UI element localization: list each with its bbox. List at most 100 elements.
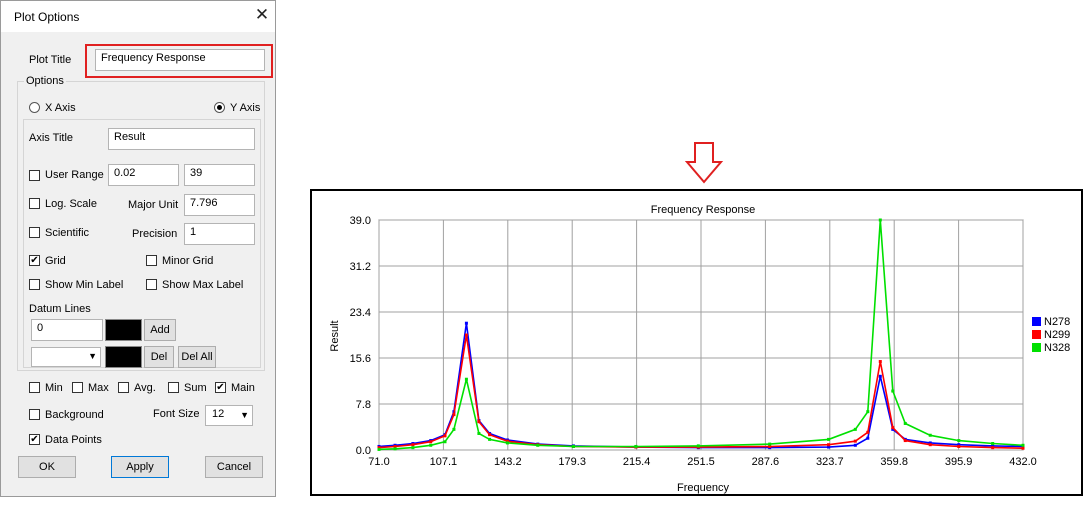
data-point <box>464 377 468 381</box>
data-point <box>452 427 456 431</box>
legend-swatch <box>1032 343 1041 352</box>
x-tick-label: 143.2 <box>494 456 522 468</box>
data-point <box>464 321 468 325</box>
min-checkbox[interactable] <box>29 382 40 393</box>
minor-grid-checkbox[interactable] <box>146 255 157 266</box>
data-point <box>477 420 481 424</box>
data-point <box>429 440 433 444</box>
precision-label: Precision <box>132 228 178 240</box>
show-min-label-checkbox[interactable] <box>29 279 40 290</box>
min-label: Min <box>45 382 63 394</box>
ok-button[interactable]: OK <box>18 456 76 478</box>
data-point <box>536 443 540 447</box>
legend-item: N299 <box>1032 329 1070 342</box>
options-legend: Options <box>24 75 66 87</box>
legend-item: N328 <box>1032 342 1070 355</box>
datum-color-swatch-2[interactable] <box>105 346 142 368</box>
y-tick-label: 31.2 <box>350 261 371 273</box>
user-range-max-input[interactable]: 39 <box>184 164 255 186</box>
max-checkbox[interactable] <box>72 382 83 393</box>
datum-value-input[interactable]: 0 <box>31 319 103 341</box>
data-point <box>827 445 831 449</box>
data-point <box>957 444 961 448</box>
sum-checkbox[interactable] <box>168 382 179 393</box>
legend-swatch <box>1032 317 1041 326</box>
data-point <box>866 410 870 414</box>
user-range-checkbox[interactable] <box>29 170 40 181</box>
precision-input[interactable]: 1 <box>184 223 255 245</box>
log-scale-checkbox[interactable] <box>29 198 40 209</box>
font-size-select[interactable]: 12 ▼ <box>205 405 253 426</box>
plot-title-input[interactable]: Frequency Response <box>95 49 265 71</box>
data-point <box>891 427 895 431</box>
data-point <box>866 436 870 440</box>
data-points-checkbox[interactable]: ✔ <box>29 434 40 445</box>
chart-series <box>377 218 1025 451</box>
legend-label: N278 <box>1044 316 1071 328</box>
data-point <box>634 444 638 448</box>
data-point <box>768 442 772 446</box>
plot-options-dialog: Plot Options ✕ Plot Title Frequency Resp… <box>0 0 276 497</box>
legend-label: N328 <box>1044 342 1071 354</box>
datum-select[interactable]: ▼ <box>31 347 101 367</box>
major-unit-input[interactable]: 7.796 <box>184 194 255 216</box>
user-range-min-input[interactable]: 0.02 <box>108 164 179 186</box>
scientific-checkbox[interactable] <box>29 227 40 238</box>
data-point <box>878 218 882 222</box>
dialog-titlebar[interactable]: Plot Options ✕ <box>1 1 275 32</box>
apply-button[interactable]: Apply <box>111 456 169 478</box>
data-point <box>452 413 456 417</box>
axis-title-label: Axis Title <box>29 132 74 144</box>
x-tick-label: 287.6 <box>752 456 780 468</box>
data-point <box>928 433 932 437</box>
datum-color-swatch[interactable] <box>105 319 142 341</box>
legend-item: N278 <box>1032 316 1070 329</box>
show-min-label-label: Show Min Label <box>45 279 124 291</box>
chart-legend: N278 N299 N328 <box>1032 316 1070 355</box>
x-tick-label: 71.0 <box>368 456 389 468</box>
x-axis-title: Frequency <box>677 482 729 494</box>
data-point <box>928 441 932 445</box>
avg-label: Avg. <box>134 382 156 394</box>
user-range-label: User Range <box>45 169 104 181</box>
data-point <box>488 437 492 441</box>
background-checkbox[interactable] <box>29 409 40 420</box>
background-label: Background <box>45 409 104 421</box>
data-point <box>903 421 907 425</box>
cancel-button[interactable]: Cancel <box>205 456 263 478</box>
show-max-label-checkbox[interactable] <box>146 279 157 290</box>
chart-panel: Frequency Response 0.0 7.8 15.6 23.4 31.2 39.… <box>310 189 1083 496</box>
main-checkbox[interactable]: ✔ <box>215 382 226 393</box>
del-datum-button[interactable]: Del <box>144 346 174 368</box>
y-axis-title: Result <box>329 320 341 351</box>
data-point <box>464 333 468 337</box>
axis-title-input[interactable]: Result <box>108 128 255 150</box>
y-tick-label: 0.0 <box>356 445 371 457</box>
y-axis-radio[interactable] <box>214 102 225 113</box>
add-datum-button[interactable]: Add <box>144 319 176 341</box>
y-tick-label: 39.0 <box>350 215 371 227</box>
close-icon[interactable]: ✕ <box>254 5 270 24</box>
data-point <box>696 444 700 448</box>
x-tick-label: 359.8 <box>880 456 908 468</box>
grid-checkbox[interactable]: ✔ <box>29 255 40 266</box>
del-all-datum-button[interactable]: Del All <box>178 346 216 368</box>
log-scale-label: Log. Scale <box>45 198 97 210</box>
data-point <box>853 439 857 443</box>
x-axis-radio[interactable] <box>29 102 40 113</box>
data-point <box>991 444 995 448</box>
main-label: Main <box>231 382 255 394</box>
y-tick-label: 15.6 <box>350 353 371 365</box>
x-tick-label: 251.5 <box>687 456 715 468</box>
data-point <box>443 434 447 438</box>
data-points-label: Data Points <box>45 434 102 446</box>
data-point <box>853 443 857 447</box>
data-point <box>571 444 575 448</box>
show-max-label-label: Show Max Label <box>162 279 244 291</box>
datum-lines-label: Datum Lines <box>29 303 91 315</box>
data-point <box>827 443 831 447</box>
options-group <box>17 81 265 371</box>
grid-label: Grid <box>45 255 66 267</box>
avg-checkbox[interactable] <box>118 382 129 393</box>
x-tick-labels: 71.0 107.1 143.2 179.3 215.4 251.5 287.6 323.7 3… <box>368 456 1036 468</box>
